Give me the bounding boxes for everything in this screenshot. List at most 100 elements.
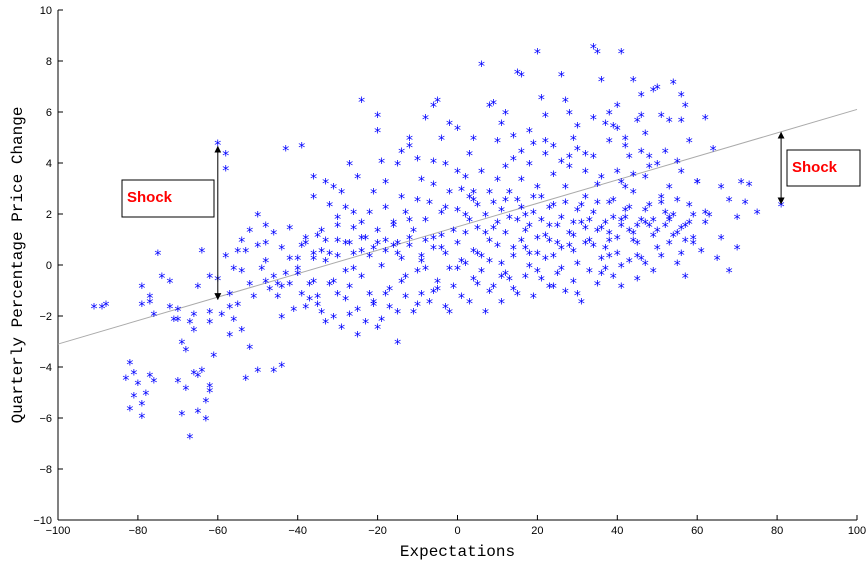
data-point: * — [374, 110, 381, 126]
data-point: * — [654, 159, 661, 175]
data-point: * — [674, 258, 681, 274]
data-point: * — [438, 230, 445, 246]
data-point: * — [714, 253, 721, 269]
x-tick-label: −100 — [46, 525, 71, 537]
data-point: * — [442, 248, 449, 264]
data-point: * — [446, 118, 453, 134]
data-point: * — [638, 253, 645, 269]
data-point: * — [674, 156, 681, 172]
data-point: * — [582, 222, 589, 238]
y-tick-label: 6 — [46, 107, 52, 119]
data-point: * — [358, 245, 365, 261]
data-point: * — [558, 69, 565, 85]
data-point: * — [626, 151, 633, 167]
data-point: * — [702, 207, 709, 223]
data-point: * — [406, 141, 413, 157]
data-point: * — [486, 255, 493, 271]
data-point: * — [342, 294, 349, 310]
data-point: * — [690, 210, 697, 226]
data-point: * — [386, 284, 393, 300]
data-point: * — [442, 159, 449, 175]
data-point: * — [442, 202, 449, 218]
data-point: * — [194, 281, 201, 297]
data-point: * — [262, 220, 269, 236]
data-point: * — [550, 141, 557, 157]
data-point: * — [302, 301, 309, 317]
data-point: * — [574, 120, 581, 136]
data-point: * — [222, 250, 229, 266]
data-point: * — [278, 312, 285, 328]
data-point: * — [674, 194, 681, 210]
data-point: * — [690, 233, 697, 249]
data-point: * — [598, 253, 605, 269]
data-point: * — [238, 266, 245, 282]
data-point: * — [462, 227, 469, 243]
data-point: * — [410, 225, 417, 241]
data-point: * — [574, 289, 581, 305]
data-point: * — [726, 194, 733, 210]
data-point: * — [606, 197, 613, 213]
data-point: * — [650, 230, 657, 246]
data-point: * — [398, 146, 405, 162]
data-point: * — [454, 263, 461, 279]
data-point: * — [274, 278, 281, 294]
data-point: * — [590, 207, 597, 223]
data-point: * — [562, 197, 569, 213]
data-point: * — [638, 110, 645, 126]
data-point: * — [582, 148, 589, 164]
data-point: * — [466, 192, 473, 208]
data-point: * — [394, 238, 401, 254]
data-point: * — [314, 299, 321, 315]
data-point: * — [642, 128, 649, 144]
data-point: * — [166, 276, 173, 292]
data-point: * — [174, 304, 181, 320]
data-point: * — [514, 289, 521, 305]
data-point: * — [602, 243, 609, 259]
data-point: * — [226, 289, 233, 305]
data-point: * — [382, 202, 389, 218]
data-point: * — [398, 276, 405, 292]
data-point: * — [526, 248, 533, 264]
data-point: * — [682, 271, 689, 287]
data-point: * — [610, 120, 617, 136]
data-point: * — [634, 220, 641, 236]
data-point: * — [550, 281, 557, 297]
data-point: * — [398, 192, 405, 208]
data-point: * — [462, 258, 469, 274]
data-point: * — [354, 329, 361, 345]
data-point: * — [670, 230, 677, 246]
data-point: * — [434, 284, 441, 300]
data-point: * — [674, 227, 681, 243]
data-point: * — [126, 357, 133, 373]
data-point: * — [646, 161, 653, 177]
data-point: * — [734, 243, 741, 259]
data-point: * — [138, 299, 145, 315]
data-point: * — [462, 210, 469, 226]
data-point: * — [334, 220, 341, 236]
data-point: * — [370, 243, 377, 259]
data-point: * — [334, 289, 341, 305]
data-point: * — [458, 291, 465, 307]
data-point: * — [570, 245, 577, 261]
data-point: * — [594, 197, 601, 213]
data-point: * — [550, 199, 557, 215]
data-point: * — [462, 171, 469, 187]
y-tick-label: 2 — [46, 209, 52, 221]
data-point: * — [414, 153, 421, 169]
data-point: * — [570, 230, 577, 246]
data-point: * — [258, 263, 265, 279]
data-point: * — [662, 146, 669, 162]
data-point: * — [466, 148, 473, 164]
data-point: * — [522, 210, 529, 226]
y-tick-label: 4 — [46, 158, 52, 170]
data-point: * — [370, 296, 377, 312]
data-point: * — [638, 90, 645, 106]
data-point: * — [454, 204, 461, 220]
data-point: * — [486, 187, 493, 203]
data-point: * — [274, 291, 281, 307]
data-point: * — [566, 240, 573, 256]
data-point: * — [622, 133, 629, 149]
data-point: * — [338, 187, 345, 203]
data-point: * — [334, 212, 341, 228]
data-point: * — [418, 255, 425, 271]
